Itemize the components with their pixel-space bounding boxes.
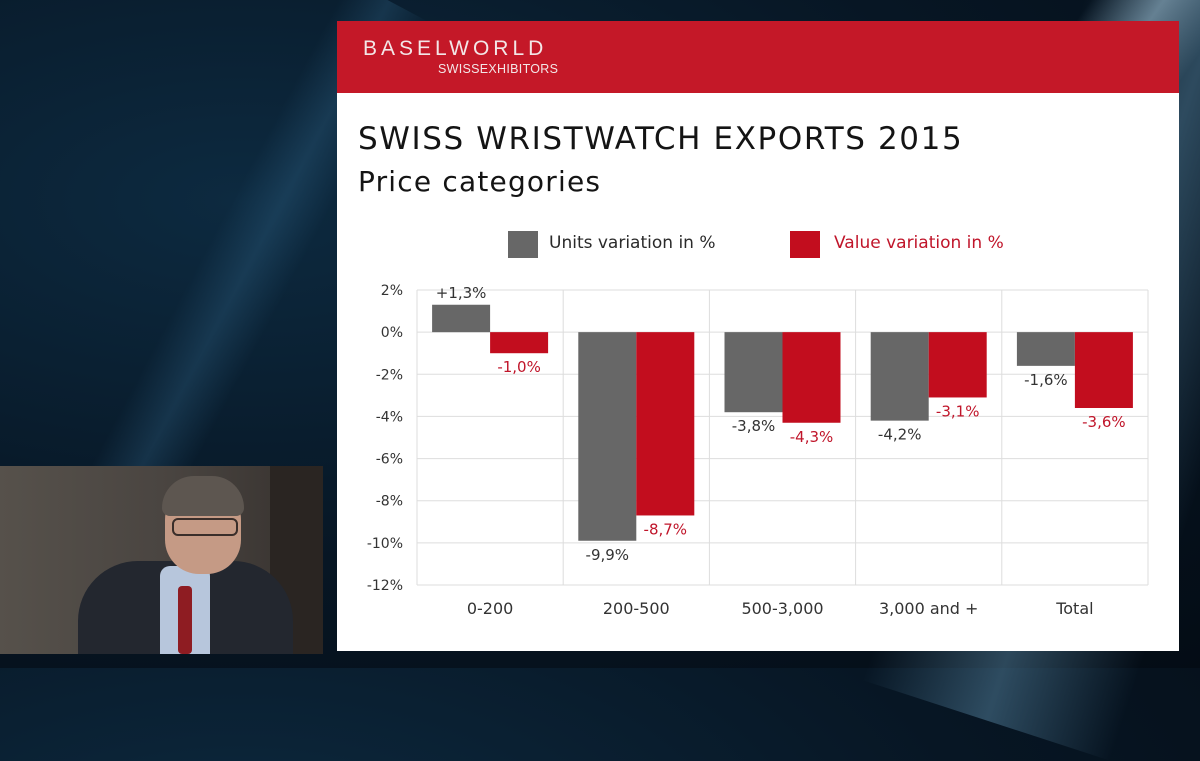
- speaker-tie: [178, 586, 192, 654]
- legend-label-value: Value variation in %: [834, 233, 1004, 253]
- y-tick-label: -2%: [376, 367, 403, 383]
- x-category-label: 200-500: [603, 599, 670, 618]
- bar-units-variation: [1016, 332, 1075, 366]
- bar-units-variation: [432, 304, 491, 333]
- y-tick-label: -4%: [376, 409, 403, 425]
- bar-units-variation: [578, 332, 637, 541]
- slide-title: SWISS WRISTWATCH EXPORTS 2015: [358, 121, 964, 157]
- y-tick-label: -8%: [376, 494, 403, 510]
- bar-data-label: +1,3%: [436, 284, 487, 302]
- x-category-label: Total: [1055, 599, 1093, 618]
- bar-units-variation: [870, 332, 929, 421]
- bar-value-variation: [782, 332, 841, 423]
- bar-data-label: -4,2%: [878, 426, 922, 444]
- y-tick-label: -6%: [376, 452, 403, 468]
- bar-data-label: -3,6%: [1082, 413, 1126, 431]
- bar-value-variation: [490, 332, 549, 354]
- bar-data-label: -1,0%: [497, 358, 541, 376]
- presentation-slide: BASELWORLD SWISSEXHIBITORS SWISS WRISTWA…: [337, 21, 1179, 651]
- slide-banner: BASELWORLD SWISSEXHIBITORS: [337, 21, 1179, 93]
- bar-units-variation: [724, 332, 783, 413]
- bar-data-label: -9,9%: [586, 546, 630, 564]
- baselworld-logo-subtitle: SWISSEXHIBITORS: [438, 62, 559, 76]
- bar-data-label: -3,8%: [732, 417, 776, 435]
- x-category-label: 500-3,000: [741, 599, 823, 618]
- y-tick-label: 2%: [381, 283, 403, 299]
- legend-label-units: Units variation in %: [549, 233, 716, 253]
- bar-data-label: -8,7%: [644, 520, 688, 538]
- x-category-label: 3,000 and +: [879, 599, 978, 618]
- bar-data-label: -3,1%: [936, 402, 980, 420]
- speaker-video-inset: [0, 466, 323, 654]
- y-tick-label: -12%: [367, 578, 403, 594]
- x-category-label: 0-200: [467, 599, 513, 618]
- speaker-hair: [162, 476, 244, 516]
- slide-subtitle: Price categories: [358, 165, 602, 198]
- bar-value-variation: [1074, 332, 1133, 408]
- y-tick-label: 0%: [381, 325, 403, 341]
- baselworld-logo: BASELWORLD: [363, 37, 548, 60]
- bar-value-variation: [928, 332, 987, 398]
- legend-swatch-value: [790, 231, 820, 258]
- bar-data-label: -1,6%: [1024, 371, 1068, 389]
- speaker-glasses: [172, 518, 238, 536]
- y-tick-label: -10%: [367, 536, 403, 552]
- bar-value-variation: [636, 332, 695, 516]
- legend-swatch-units: [508, 231, 538, 258]
- bar-chart: 2% 0% -2% -4% -6% -8% -10% -12% 0-200 +1,3% -1,0% 2…: [367, 283, 1149, 618]
- bar-data-label: -4,3%: [790, 428, 834, 446]
